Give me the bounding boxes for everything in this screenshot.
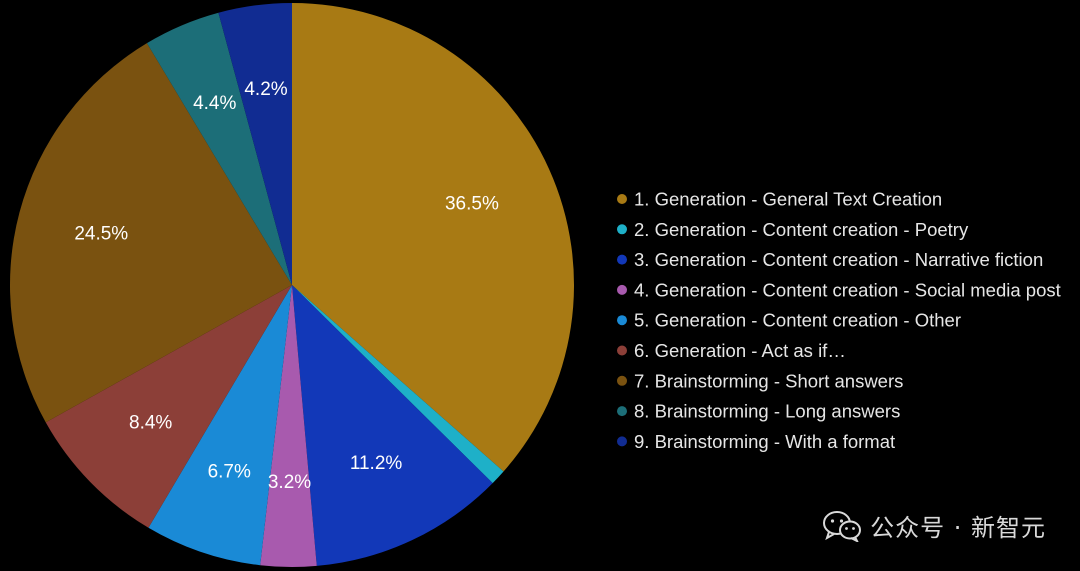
pie-slices [9,2,574,568]
pie-slice-labels: 36.5% 11.2% 3.2% 6.7% 8.4% 24.5% 4.4% 4.2% [74,79,499,493]
watermark: 公众号 · 新智元 [822,508,1046,543]
pie-slice-8 [146,12,292,285]
pie-slice-3 [292,285,493,566]
legend-label-8: 8. Brainstorming - Long answers [634,401,900,422]
slice-label-8: 4.4% [193,93,236,114]
legend-marker-1 [617,194,627,204]
pie-slice-4 [260,285,317,568]
slice-label-6: 8.4% [129,412,172,433]
pie-slice-1 [292,3,574,472]
legend-marker-7 [617,375,627,386]
legend-label-6: 6. Generation - Act as if… [634,340,846,361]
pie-slice-7 [9,43,292,423]
slice-label-4: 3.2% [268,472,311,493]
pie-slice-6 [45,285,292,528]
legend-marker-2 [617,224,627,235]
pie-slice-9 [218,2,292,285]
legend-label-2: 2. Generation - Content creation - Poetr… [634,219,969,240]
legend-label-4: 4. Generation - Content creation - Socia… [634,279,1061,300]
pie-slice-2 [292,285,504,484]
legend-label-1: 1. Generation - General Text Creation [634,189,942,210]
wechat-icon [823,510,862,542]
watermark-text: 公众号 · 新智元 [870,514,1046,542]
legend-label-7: 7. Brainstorming - Short answers [634,370,903,391]
slice-label-1: 36.5% [445,193,499,214]
legend-label-5: 5. Generation - Content creation - Other [634,310,961,331]
legend-marker-9 [617,436,627,447]
slice-label-5: 6.7% [208,462,251,483]
legend-label-3: 3. Generation - Content creation - Narra… [634,249,1043,270]
legend-marker-8 [617,406,627,417]
slice-label-7: 24.5% [74,224,128,245]
legend-marker-4 [617,284,627,295]
slice-label-9: 4.2% [244,79,287,100]
legend-marker-3 [617,254,627,265]
legend-marker-6 [617,345,627,356]
legend-label-9: 9. Brainstorming - With a format [634,431,895,452]
legend: 1. Generation - General Text Creation 2. … [617,189,1061,452]
legend-marker-5 [617,315,627,326]
slice-label-3: 11.2% [350,453,403,474]
pie-slice-5 [148,285,292,566]
